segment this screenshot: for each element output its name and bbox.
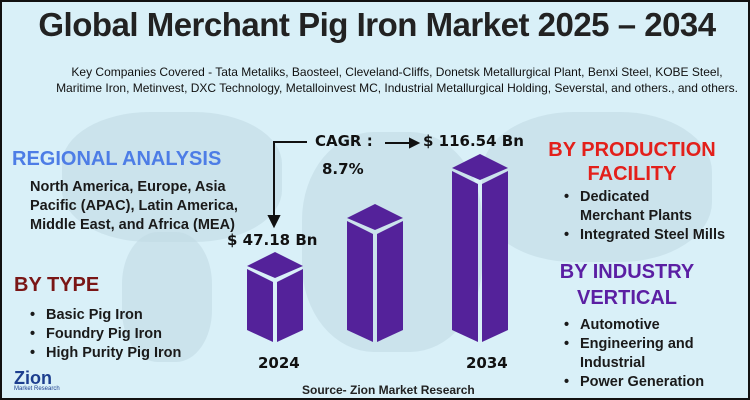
type-heading: BY TYPE <box>14 274 100 296</box>
source-text: Source- Zion Market Research <box>302 383 475 397</box>
list-item: Foundry Pig Iron <box>26 325 181 344</box>
production-list: Dedicated Merchant Plants Integrated Ste… <box>560 188 725 245</box>
arrow-head-down-icon <box>267 215 281 229</box>
logo-text: Zion <box>14 368 52 388</box>
list-item: Integrated Steel Mills <box>560 226 725 245</box>
bar-3-face <box>452 171 478 342</box>
bar-2-face <box>347 204 403 230</box>
bar-2-face <box>377 221 403 342</box>
cagr-label: CAGR : <box>315 132 373 150</box>
bar-1-face <box>247 252 303 278</box>
production-heading: BY PRODUCTION FACILITY <box>548 139 716 185</box>
industry-heading: BY INDUSTRY VERTICAL <box>559 261 695 309</box>
regional-text: North America, Europe, Asia Pacific (APA… <box>30 179 238 233</box>
list-item: Dedicated Merchant Plants <box>560 188 710 226</box>
list-item: Automotive <box>560 316 704 335</box>
map-bg <box>62 112 282 242</box>
start-year: 2024 <box>258 354 300 372</box>
list-item: Basic Pig Iron <box>26 306 181 325</box>
bar-1-face <box>277 269 303 342</box>
bar-1-face <box>247 269 273 342</box>
regional-heading: REGIONAL ANALYSIS <box>12 148 222 170</box>
bar-3-face <box>452 154 508 180</box>
cagr-arrow-line <box>273 141 307 218</box>
bar-3-face <box>482 171 508 342</box>
arrow-head-right-icon <box>409 137 421 149</box>
end-year: 2034 <box>466 354 508 372</box>
list-item: Power Generation <box>560 373 704 392</box>
cagr-value: 8.7% <box>322 160 364 178</box>
list-item: Engineering and Industrial <box>560 335 700 373</box>
logo-sub: Market Research <box>14 386 60 392</box>
end-value: $ 116.54 Bn <box>423 132 524 150</box>
list-item: High Purity Pig Iron <box>26 344 181 363</box>
bar-2-face <box>347 221 373 342</box>
zion-logo: Zion Market Research <box>14 368 60 392</box>
industry-list: Automotive Engineering and Industrial Po… <box>560 316 704 392</box>
key-companies: Key Companies Covered - Tata Metaliks, B… <box>56 65 738 95</box>
start-value: $ 47.18 Bn <box>227 231 318 249</box>
type-list: Basic Pig Iron Foundry Pig Iron High Pur… <box>26 306 181 363</box>
page-title: Global Merchant Pig Iron Market 2025 – 2… <box>38 6 716 43</box>
